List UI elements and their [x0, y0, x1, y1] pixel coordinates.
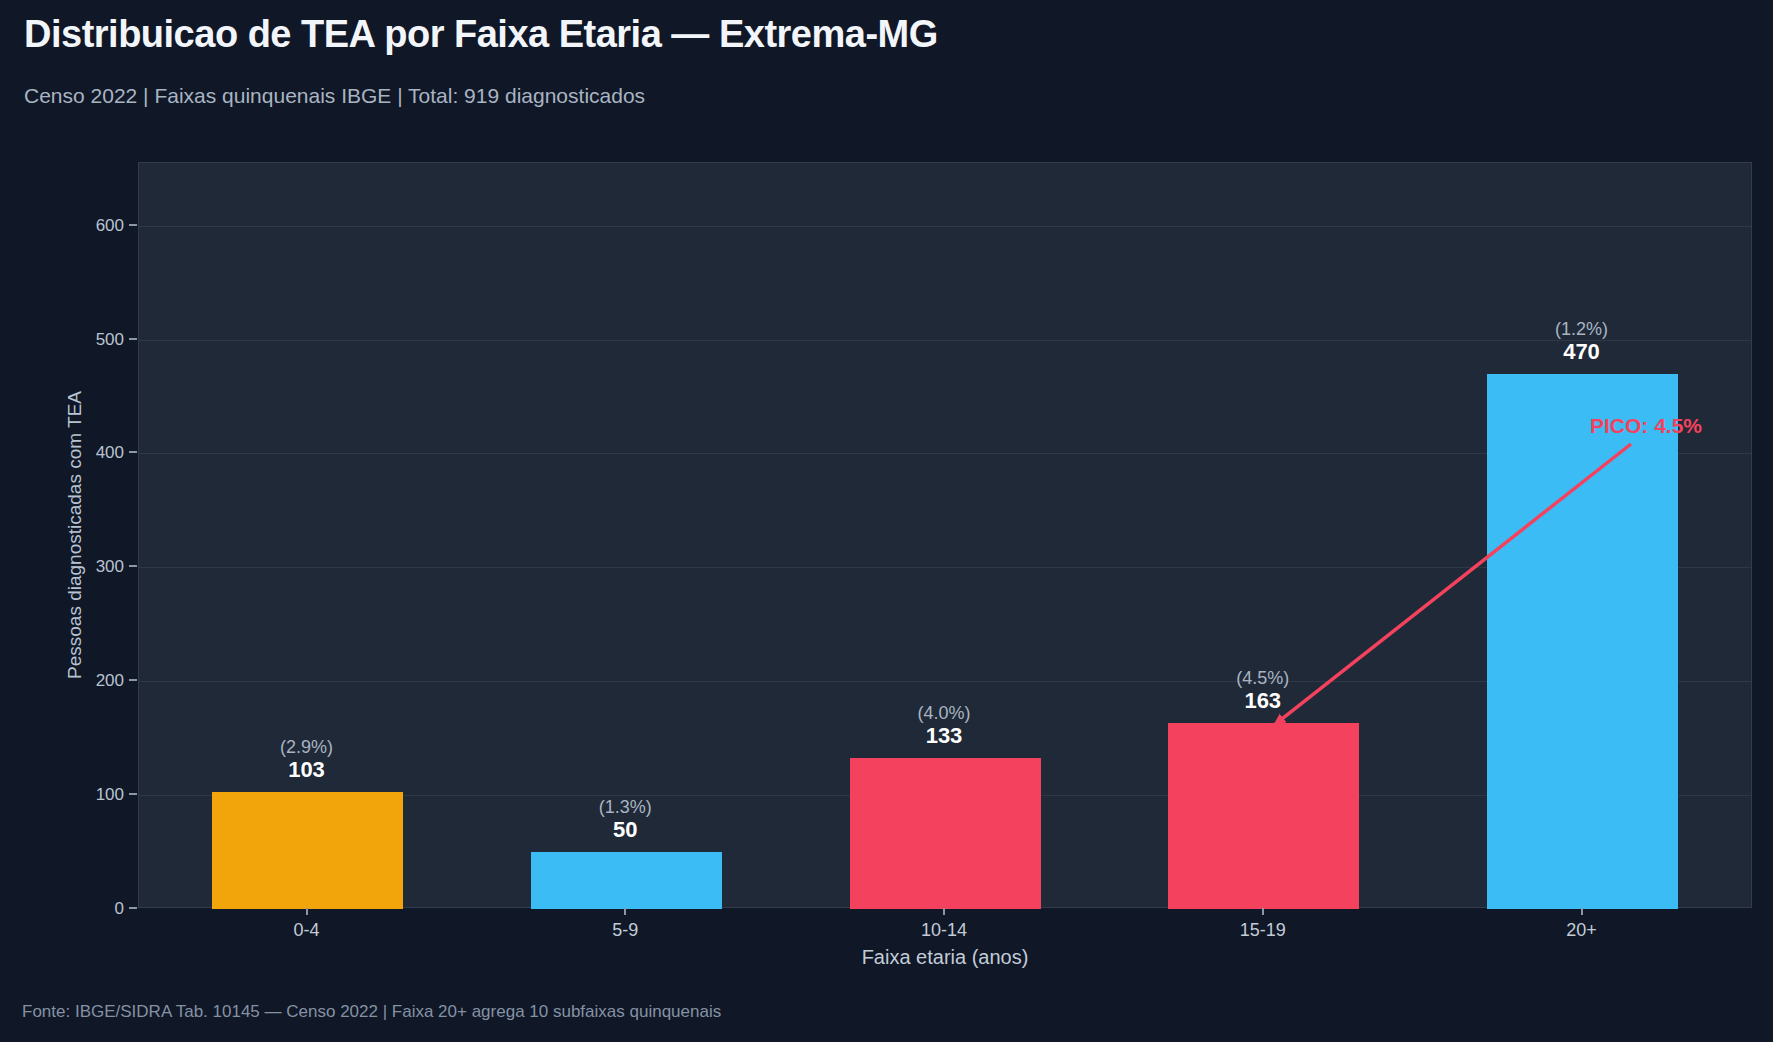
x-tick-label-10-14: 10-14: [921, 920, 967, 941]
x-tick-mark-5-9: [624, 908, 626, 915]
bar-pct-label-20+: (1.2%): [1555, 319, 1608, 340]
bar-pct-label-5-9: (1.3%): [599, 797, 652, 818]
y-tick-mark-300: [129, 565, 137, 567]
bar-value-label-5-9: 50: [613, 817, 637, 843]
bar-pct-label-10-14: (4.0%): [917, 703, 970, 724]
y-tick-mark-200: [129, 679, 137, 681]
y-tick-mark-500: [129, 338, 137, 340]
footer-source: Fonte: IBGE/SIDRA Tab. 10145 — Censo 202…: [22, 1002, 721, 1022]
bar-pct-label-0-4: (2.9%): [280, 737, 333, 758]
gridline-600: [139, 226, 1751, 227]
annotation-pico-label: PICO: 4.5%: [1590, 414, 1702, 438]
y-tick-mark-0: [129, 907, 137, 909]
bar-15-19: [1168, 723, 1359, 909]
x-tick-label-0-4: 0-4: [293, 920, 319, 941]
y-tick-label-400: 400: [44, 444, 124, 461]
x-tick-label-15-19: 15-19: [1240, 920, 1286, 941]
y-tick-label-200: 200: [44, 672, 124, 689]
page-title: Distribuicao de TEA por Faixa Etaria — E…: [24, 13, 938, 56]
gridline-500: [139, 340, 1751, 341]
y-axis-label: Pessoas diagnosticadas com TEA: [64, 391, 86, 679]
y-tick-mark-100: [129, 793, 137, 795]
bar-value-label-0-4: 103: [288, 757, 325, 783]
chart-plot-area: [138, 162, 1752, 908]
bar-20+: [1487, 374, 1678, 909]
x-tick-mark-20+: [1581, 908, 1583, 915]
x-tick-label-20+: 20+: [1566, 920, 1597, 941]
bar-value-label-10-14: 133: [926, 723, 963, 749]
x-axis-label: Faixa etaria (anos): [862, 946, 1029, 969]
y-tick-label-100: 100: [44, 786, 124, 803]
y-tick-label-300: 300: [44, 558, 124, 575]
x-tick-mark-15-19: [1262, 908, 1264, 915]
bar-10-14: [850, 758, 1041, 909]
y-tick-label-600: 600: [44, 217, 124, 234]
y-tick-mark-600: [129, 224, 137, 226]
bar-pct-label-15-19: (4.5%): [1236, 668, 1289, 689]
y-tick-label-500: 500: [44, 331, 124, 348]
bar-value-label-20+: 470: [1563, 339, 1600, 365]
page-subtitle: Censo 2022 | Faixas quinquenais IBGE | T…: [24, 84, 645, 108]
x-tick-label-5-9: 5-9: [612, 920, 638, 941]
y-tick-mark-400: [129, 451, 137, 453]
bar-0-4: [212, 792, 403, 909]
x-tick-mark-0-4: [306, 908, 308, 915]
y-tick-label-0: 0: [44, 900, 124, 917]
x-tick-mark-10-14: [943, 908, 945, 915]
bar-value-label-15-19: 163: [1244, 688, 1281, 714]
bar-5-9: [531, 852, 722, 909]
